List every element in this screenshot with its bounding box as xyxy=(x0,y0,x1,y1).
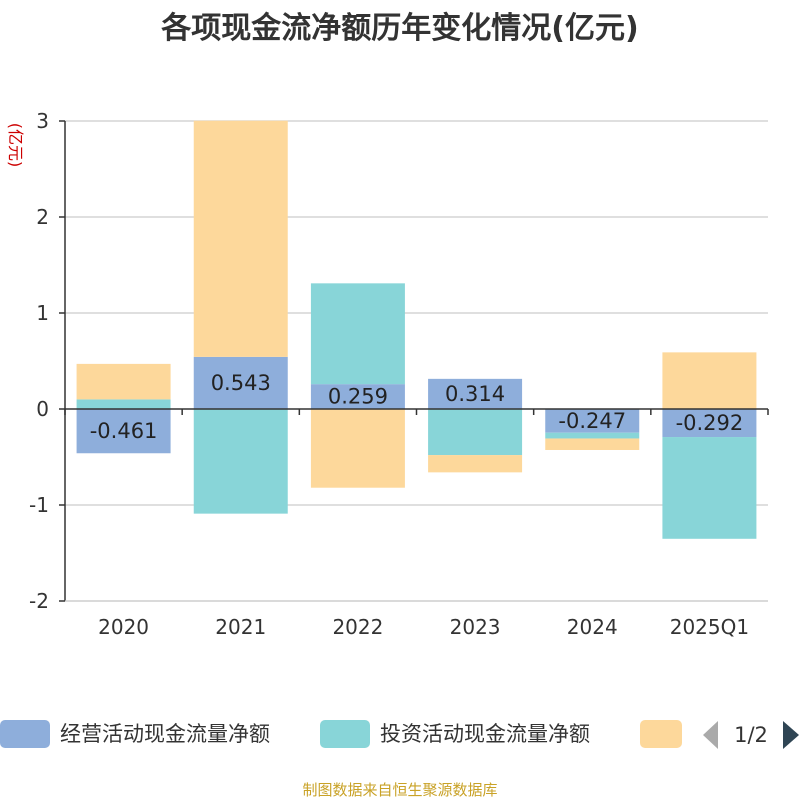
x-tick-label: 2020 xyxy=(98,615,149,639)
bar-series2-2021[interactable] xyxy=(193,120,288,357)
data-label: -0.292 xyxy=(676,411,744,435)
bar-series0-2025Q1[interactable] xyxy=(662,409,757,438)
bar-series0-2022[interactable] xyxy=(310,384,405,409)
bar-series1-2024[interactable] xyxy=(545,432,640,439)
bar-series1-2022[interactable] xyxy=(310,283,405,385)
data-label: 0.259 xyxy=(328,385,388,409)
x-tick-label: 2023 xyxy=(450,615,501,639)
source-note: 制图数据来自恒生聚源数据库 xyxy=(302,781,497,799)
x-tick-label: 2022 xyxy=(332,615,383,639)
bar-series0-2020[interactable] xyxy=(76,409,171,454)
y-tick-label: 0 xyxy=(36,397,49,421)
bar-series0-2024[interactable] xyxy=(545,409,640,433)
bar-series0-2021[interactable] xyxy=(193,356,288,409)
bar-series2-2023[interactable] xyxy=(428,455,523,473)
y-tick-label: 2 xyxy=(36,205,49,229)
data-label: -0.247 xyxy=(558,409,626,433)
legend-label-investing[interactable]: 投资活动现金流量净额 xyxy=(380,722,590,746)
bar-series1-2025Q1[interactable] xyxy=(662,437,757,539)
x-tick-label: 2021 xyxy=(215,615,266,639)
y-tick-label: 3 xyxy=(36,109,49,133)
data-label: 0.543 xyxy=(211,371,271,395)
legend: 经营活动现金流量净额 投资活动现金流量净额 1/2 xyxy=(0,720,799,749)
chart-title: 各项现金流净额历年变化情况(亿元) xyxy=(160,11,638,46)
bar-series2-2025Q1[interactable] xyxy=(662,352,757,409)
y-tick-label: -1 xyxy=(29,493,49,517)
bar-series0-2023[interactable] xyxy=(428,378,523,409)
y-tick-label: -2 xyxy=(29,589,49,613)
legend-swatch-third[interactable] xyxy=(640,720,682,748)
x-tick-label: 2025Q1 xyxy=(670,615,749,639)
x-tick-label: 2024 xyxy=(567,615,618,639)
x-tick-labels: 2020 2021 2022 2023 2024 2025Q1 xyxy=(98,615,749,639)
bar-series2-2024[interactable] xyxy=(545,438,640,450)
legend-label-operating[interactable]: 经营活动现金流量净额 xyxy=(60,722,270,746)
triangle-left-icon[interactable] xyxy=(703,721,718,749)
legend-swatch-operating[interactable] xyxy=(0,720,50,748)
data-labels: -0.461 0.543 0.259 0.314 -0.247 -0.292 xyxy=(90,371,744,443)
triangle-right-icon[interactable] xyxy=(783,721,799,749)
legend-swatch-investing[interactable] xyxy=(320,720,370,748)
y-tick-label: 1 xyxy=(36,301,49,325)
data-label: -0.461 xyxy=(90,419,158,443)
bar-series1-2020[interactable] xyxy=(76,399,171,409)
legend-page-indicator: 1/2 xyxy=(734,723,768,747)
bar-series2-2020[interactable] xyxy=(76,363,171,400)
axes xyxy=(59,120,769,602)
bar-series1-2023[interactable] xyxy=(428,409,523,456)
bar-series1-2021[interactable] xyxy=(193,409,288,514)
y-tick-labels: 3 2 1 0 -1 -2 xyxy=(29,109,49,613)
bar-series2-2022[interactable] xyxy=(310,409,405,488)
y-unit-label: (亿元) xyxy=(6,123,25,168)
data-label: 0.314 xyxy=(445,382,505,406)
bars xyxy=(76,120,757,539)
